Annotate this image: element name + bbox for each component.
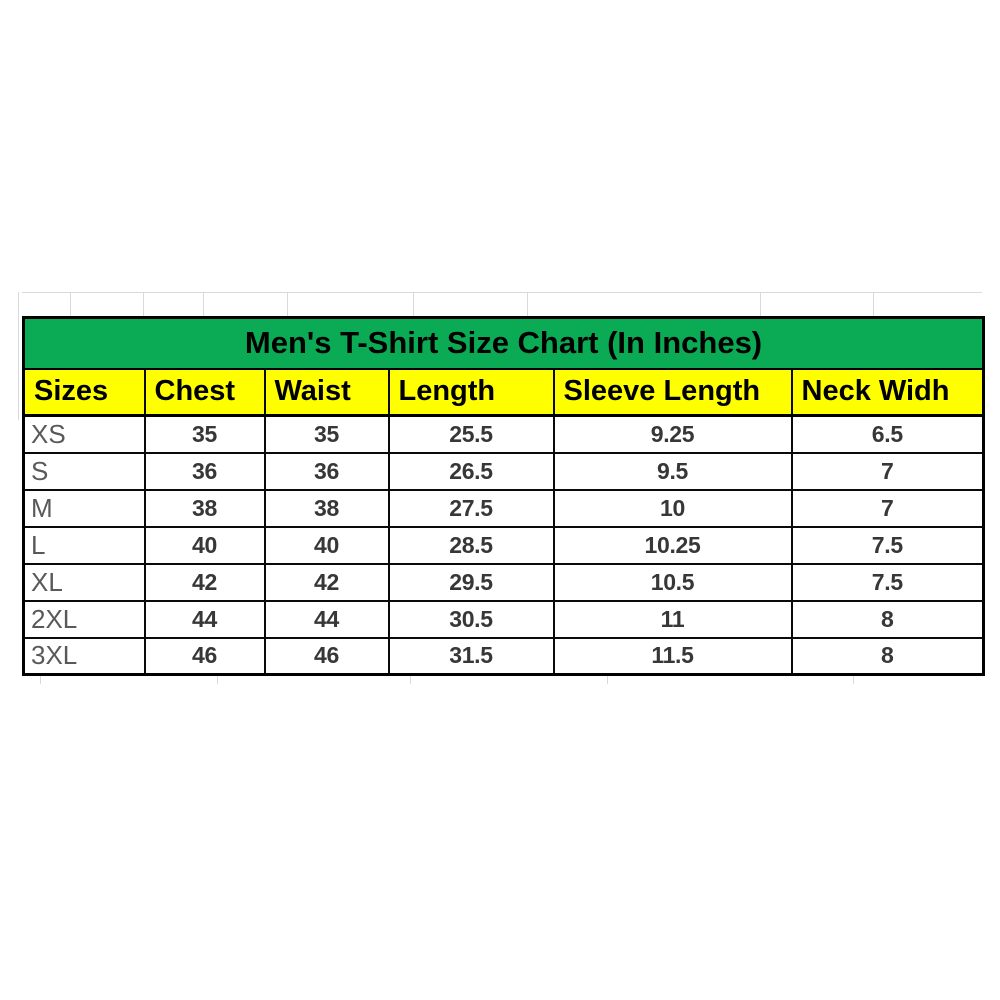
measurement-cell: 8 [790, 599, 985, 639]
column-header-chest: Chest [143, 367, 266, 417]
gridline-stub [853, 676, 854, 684]
measurement-cell: 7 [790, 488, 985, 528]
chart-title: Men's T-Shirt Size Chart (In Inches) [22, 316, 985, 370]
measurement-cell: 8 [790, 636, 985, 676]
table-row: 3XL 46 46 31.5 11.5 8 [22, 636, 985, 676]
measurement-cell: 42 [143, 562, 266, 602]
gridline-stub [607, 676, 608, 684]
gridline-stub [203, 292, 204, 316]
measurement-cell: 9.5 [552, 451, 793, 491]
column-header-neck-width: Neck Widh [790, 367, 985, 417]
gridline-stub [527, 292, 528, 316]
measurement-cell: 11.5 [552, 636, 793, 676]
table-row: 2XL 44 44 30.5 11 8 [22, 599, 985, 639]
measurement-cell: 7 [790, 451, 985, 491]
measurement-cell: 31.5 [387, 636, 555, 676]
measurement-cell: 27.5 [387, 488, 555, 528]
measurement-cell: 38 [143, 488, 266, 528]
gridline-stub [873, 292, 874, 316]
measurement-cell: 7.5 [790, 525, 985, 565]
column-header-row: Sizes Chest Waist Length Sleeve Length N… [22, 367, 985, 417]
measurement-cell: 36 [143, 451, 266, 491]
measurement-cell: 35 [143, 414, 266, 454]
measurement-cell: 7.5 [790, 562, 985, 602]
measurement-cell: 6.5 [790, 414, 985, 454]
size-label-cell: 3XL [22, 636, 146, 676]
measurement-cell: 25.5 [387, 414, 555, 454]
measurement-cell: 29.5 [387, 562, 555, 602]
measurement-cell: 35 [263, 414, 390, 454]
size-label-cell: XL [22, 562, 146, 602]
gridline-stub [413, 292, 414, 316]
size-label-cell: XS [22, 414, 146, 454]
size-label-cell: 2XL [22, 599, 146, 639]
size-chart-table: Men's T-Shirt Size Chart (In Inches) Siz… [22, 316, 986, 676]
table-row: XS 35 35 25.5 9.25 6.5 [22, 414, 985, 454]
measurement-cell: 36 [263, 451, 390, 491]
size-chart-body: XS 35 35 25.5 9.25 6.5 S 36 36 26.5 9.5 7 M 38 38 27.5 1… [22, 414, 985, 676]
column-header-sizes: Sizes [22, 367, 146, 417]
gridline-stub [217, 676, 218, 684]
size-label-cell: L [22, 525, 146, 565]
gridline-stub [40, 676, 41, 684]
measurement-cell: 28.5 [387, 525, 555, 565]
measurement-cell: 11 [552, 599, 793, 639]
measurement-cell: 44 [143, 599, 266, 639]
measurement-cell: 44 [263, 599, 390, 639]
gridline-stub [287, 292, 288, 316]
size-label-cell: M [22, 488, 146, 528]
table-row: M 38 38 27.5 10 7 [22, 488, 985, 528]
measurement-cell: 10.25 [552, 525, 793, 565]
gridline-stub [70, 292, 71, 316]
chart-title-row: Men's T-Shirt Size Chart (In Inches) [22, 316, 985, 370]
column-header-waist: Waist [263, 367, 390, 417]
table-row: XL 42 42 29.5 10.5 7.5 [22, 562, 985, 602]
size-label-cell: S [22, 451, 146, 491]
table-row: L 40 40 28.5 10.25 7.5 [22, 525, 985, 565]
measurement-cell: 40 [263, 525, 390, 565]
measurement-cell: 30.5 [387, 599, 555, 639]
measurement-cell: 10.5 [552, 562, 793, 602]
column-header-sleeve-length: Sleeve Length [552, 367, 793, 417]
measurement-cell: 46 [143, 636, 266, 676]
gridline-stub [143, 292, 144, 316]
measurement-cell: 38 [263, 488, 390, 528]
measurement-cell: 42 [263, 562, 390, 602]
measurement-cell: 9.25 [552, 414, 793, 454]
measurement-cell: 26.5 [387, 451, 555, 491]
gridline-stub [410, 676, 411, 684]
gridline-stub [22, 292, 982, 293]
measurement-cell: 10 [552, 488, 793, 528]
table-row: S 36 36 26.5 9.5 7 [22, 451, 985, 491]
measurement-cell: 46 [263, 636, 390, 676]
measurement-cell: 40 [143, 525, 266, 565]
column-header-length: Length [387, 367, 555, 417]
gridline-stub [18, 292, 19, 420]
gridline-stub [760, 292, 761, 316]
